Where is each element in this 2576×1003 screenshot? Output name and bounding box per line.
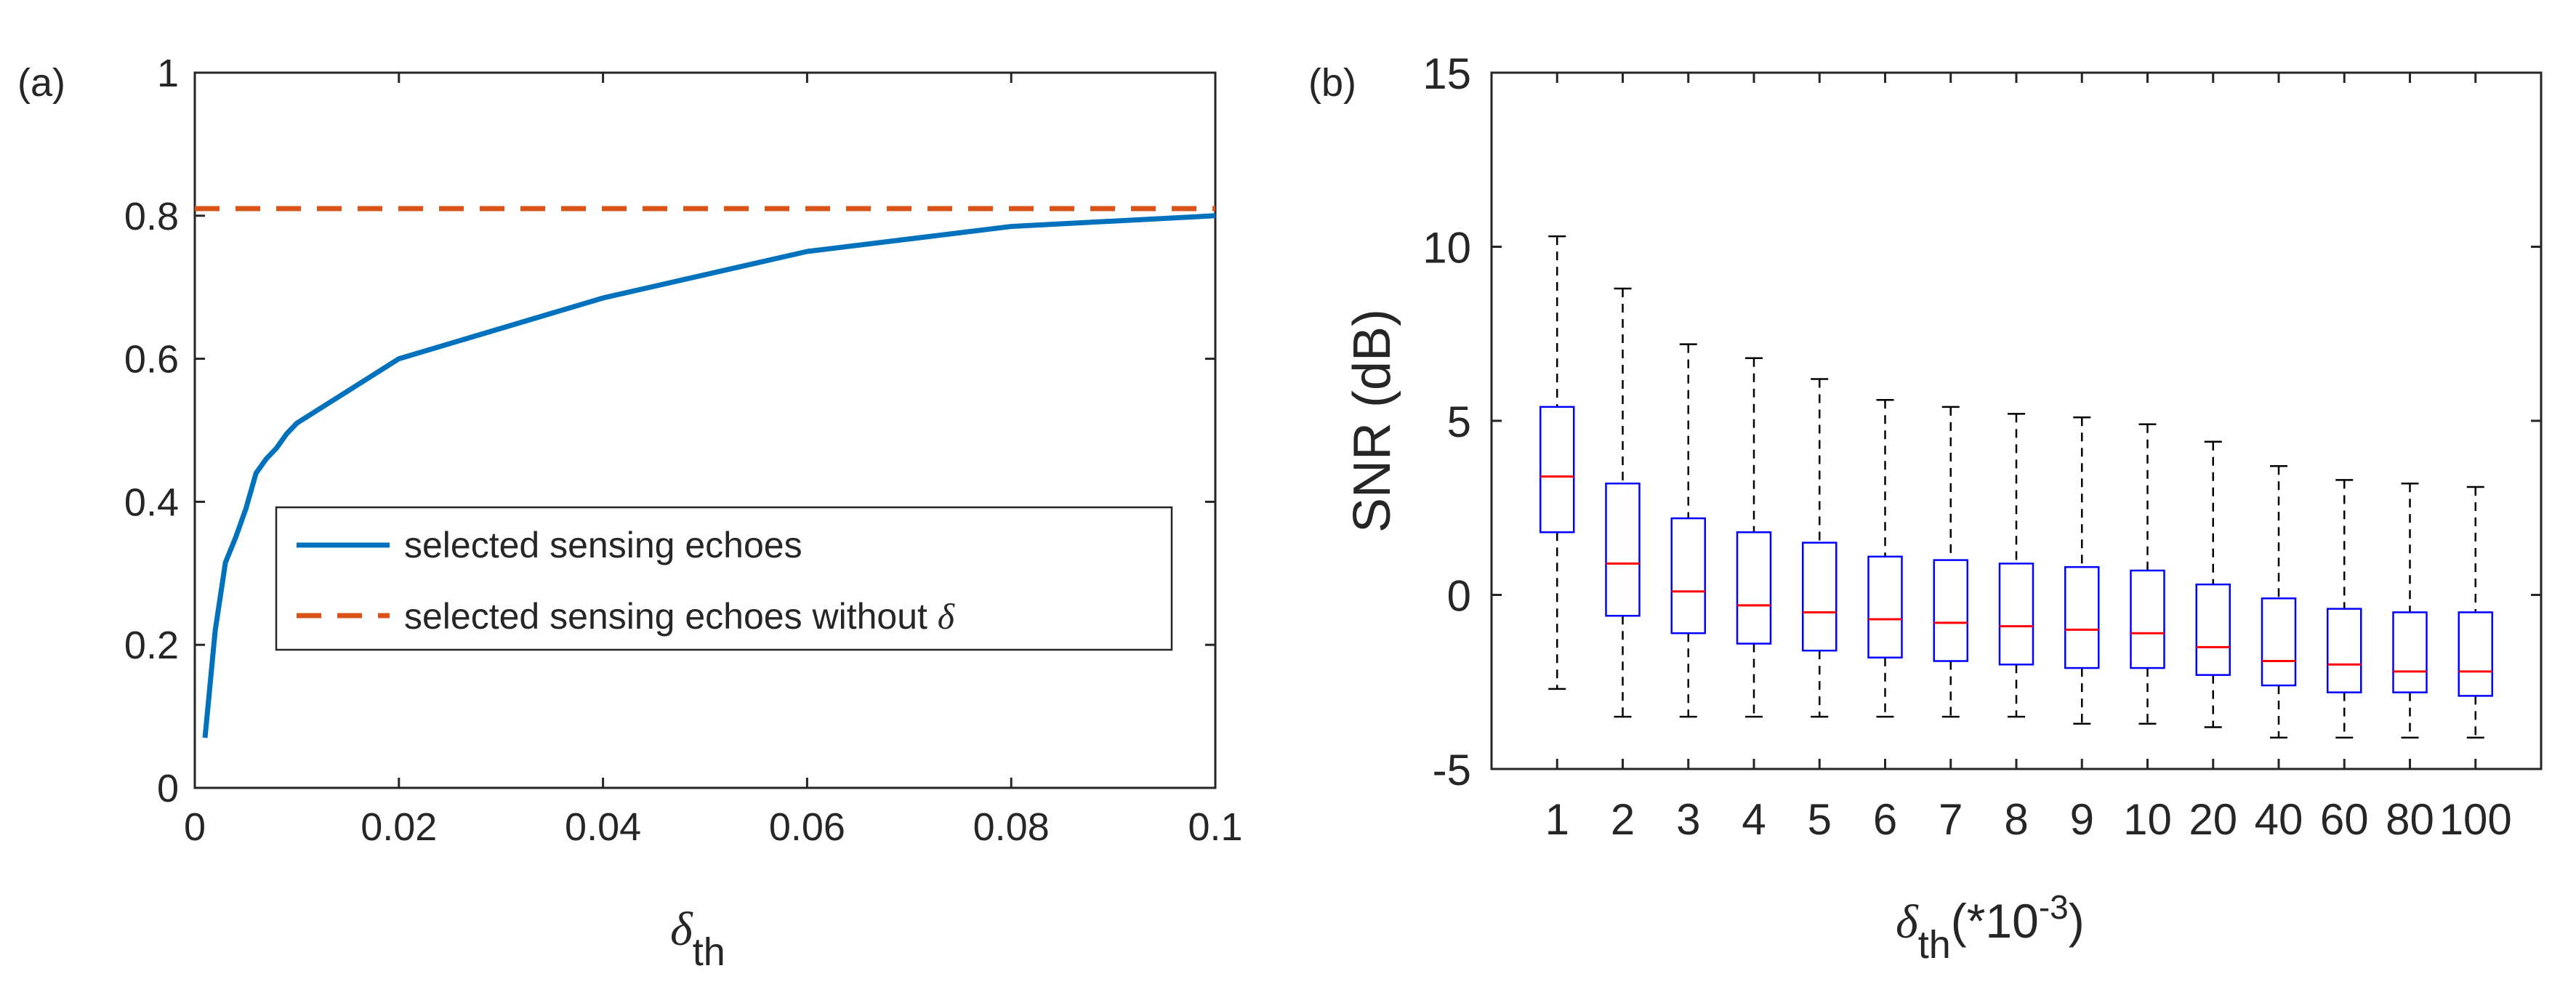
panel-a-x-label-delta: δ — [670, 903, 693, 956]
x-tick-label: 3 — [1676, 795, 1700, 844]
y-tick-label: 10 — [1422, 224, 1471, 273]
box-5 — [1802, 378, 1838, 718]
x-tick-label: 0.04 — [565, 805, 641, 849]
box-iqr — [1867, 555, 1903, 658]
y-tick-label: 0.4 — [124, 480, 179, 524]
panel-a-x-label-subscript: th — [693, 930, 725, 974]
box-iqr — [2458, 611, 2493, 697]
panel-a: (a) 00.20.40.60.81 0 0.02 0.04 0.06 0.08 0.1 … — [17, 52, 1243, 974]
box-2 — [1605, 287, 1641, 718]
y-tick-label: 0 — [1447, 572, 1471, 621]
x-tick-label: 0 — [184, 805, 206, 849]
x-tick-label: 40 — [2255, 795, 2303, 844]
y-tick-label: 0.6 — [124, 338, 179, 382]
panel-b-x-label-suffix: (*10 — [1951, 894, 2039, 948]
box-6 — [1867, 399, 1903, 718]
y-tick-label: 0 — [157, 767, 179, 810]
y-tick-label: 5 — [1447, 398, 1471, 446]
box-iqr — [2261, 597, 2297, 687]
box-7 — [1933, 406, 1968, 718]
panel-a-label: (a) — [17, 61, 65, 105]
box-iqr — [1998, 563, 2034, 666]
box-1 — [1539, 235, 1575, 690]
box-iqr — [1670, 517, 1706, 635]
box-3 — [1670, 343, 1706, 718]
x-tick-label: 0.08 — [973, 805, 1050, 849]
box-iqr — [2195, 583, 2231, 676]
y-tick-label: 0.8 — [124, 195, 179, 238]
box-4 — [1736, 357, 1772, 718]
box-80 — [2392, 482, 2428, 739]
x-tick-label: 20 — [2189, 795, 2237, 844]
box-iqr — [1605, 482, 1641, 617]
box-iqr — [2392, 611, 2428, 693]
panel-b-x-axis-label: δth(*10-3) — [1896, 888, 2085, 967]
x-tick-label: 0.02 — [361, 805, 437, 849]
y-tick-label: 1 — [157, 52, 179, 95]
box-iqr — [2130, 569, 2165, 669]
x-tick-label: 6 — [1873, 795, 1897, 844]
panel-b-x-label-delta: δ — [1896, 895, 1919, 948]
x-tick-label: 80 — [2386, 795, 2434, 844]
panel-a-x-ticks: 0 0.02 0.04 0.06 0.08 0.1 — [184, 73, 1243, 849]
panel-a-series — [195, 206, 1216, 738]
legend-entry-selected-sensing-echoes-without-delta: selected sensing echoes without δ — [404, 596, 955, 637]
legend-entry-text: selected sensing echoes without — [404, 596, 938, 637]
box-iqr — [1539, 406, 1575, 533]
box-9 — [2064, 416, 2100, 725]
panel-b-y-ticks: -5 0 5 10 15 — [1422, 49, 2541, 794]
panel-a-axes-box — [193, 71, 1217, 789]
legend-box — [275, 506, 1173, 651]
x-tick-label: 0.1 — [1188, 805, 1242, 849]
box-iqr — [2064, 565, 2100, 669]
x-tick-label: 4 — [1742, 795, 1766, 844]
panel-a-x-axis-label: δth — [670, 903, 725, 974]
box-iqr — [1736, 531, 1772, 645]
x-tick-label: 2 — [1611, 795, 1635, 844]
box-iqr — [1802, 541, 1838, 652]
x-tick-label: 60 — [2320, 795, 2369, 844]
box-20 — [2195, 440, 2231, 728]
legend-entry-selected-sensing-echoes: selected sensing echoes — [404, 525, 802, 565]
y-tick-label: 0.2 — [124, 624, 179, 667]
panel-b-x-label-superscript: -3 — [2039, 888, 2069, 926]
box-60 — [2327, 479, 2362, 739]
box-iqr — [2327, 608, 2362, 693]
series-line-selected-sensing-echoes — [202, 213, 1216, 738]
x-tick-label: 9 — [2070, 795, 2094, 844]
x-tick-label: 5 — [1808, 795, 1832, 844]
box-100 — [2458, 486, 2493, 739]
x-tick-label: 7 — [1939, 795, 1963, 844]
x-tick-label: 1 — [1545, 795, 1569, 844]
y-tick-label: -5 — [1433, 746, 1471, 794]
box-40 — [2261, 465, 2297, 739]
panel-b-label: (b) — [1308, 61, 1356, 105]
panel-b-x-ticks: 1 2 3 4 5 6 7 8 9 10 20 40 60 80 100 — [1545, 73, 2512, 844]
panel-b-x-label-subscript: th — [1918, 923, 1951, 967]
box-iqr — [1933, 559, 1968, 662]
box-8 — [1998, 413, 2034, 718]
y-tick-label: 15 — [1422, 49, 1471, 98]
x-tick-label: 10 — [2123, 795, 2172, 844]
panel-a-y-ticks: 0 0.2 0.4 0.6 0.8 1 — [124, 52, 1215, 810]
x-tick-label: 8 — [2004, 795, 2028, 844]
panel-a-legend: selected sensing echoes selected sensing… — [275, 506, 1173, 651]
panel-b-boxes — [1539, 235, 2493, 739]
box-10 — [2130, 423, 2165, 725]
legend-delta-symbol: δ — [938, 596, 955, 637]
panel-b-y-axis-label: SNR (dB) — [1343, 309, 1401, 533]
x-tick-label: 100 — [2439, 795, 2512, 844]
x-tick-label: 0.06 — [769, 805, 845, 849]
panel-b-x-label-close: ) — [2069, 894, 2085, 948]
